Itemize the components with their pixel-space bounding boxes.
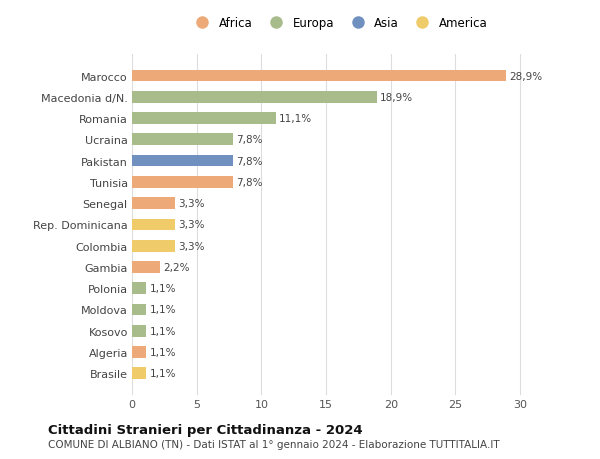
Text: 7,8%: 7,8% xyxy=(236,178,263,187)
Bar xyxy=(132,368,146,379)
Bar xyxy=(132,283,146,294)
Text: 28,9%: 28,9% xyxy=(509,71,542,81)
Text: 1,1%: 1,1% xyxy=(149,369,176,379)
Bar xyxy=(132,304,146,316)
Bar xyxy=(132,134,233,146)
Text: 3,3%: 3,3% xyxy=(178,199,205,209)
Bar xyxy=(132,177,233,188)
Text: 11,1%: 11,1% xyxy=(279,114,312,124)
Text: COMUNE DI ALBIANO (TN) - Dati ISTAT al 1° gennaio 2024 - Elaborazione TUTTITALIA: COMUNE DI ALBIANO (TN) - Dati ISTAT al 1… xyxy=(48,440,500,449)
Bar xyxy=(132,219,175,231)
Text: 7,8%: 7,8% xyxy=(236,156,263,166)
Bar xyxy=(132,71,506,82)
Bar xyxy=(132,198,175,209)
Text: 7,8%: 7,8% xyxy=(236,135,263,145)
Text: 18,9%: 18,9% xyxy=(380,93,413,102)
Bar xyxy=(132,92,377,103)
Text: Cittadini Stranieri per Cittadinanza - 2024: Cittadini Stranieri per Cittadinanza - 2… xyxy=(48,423,362,436)
Bar xyxy=(132,156,233,167)
Legend: Africa, Europa, Asia, America: Africa, Europa, Asia, America xyxy=(187,13,491,34)
Bar xyxy=(132,113,275,125)
Text: 3,3%: 3,3% xyxy=(178,241,205,251)
Text: 1,1%: 1,1% xyxy=(149,305,176,315)
Bar xyxy=(132,325,146,337)
Text: 1,1%: 1,1% xyxy=(149,284,176,294)
Text: 1,1%: 1,1% xyxy=(149,347,176,357)
Text: 3,3%: 3,3% xyxy=(178,220,205,230)
Text: 2,2%: 2,2% xyxy=(164,263,190,272)
Bar xyxy=(132,241,175,252)
Bar xyxy=(132,347,146,358)
Bar xyxy=(132,262,160,273)
Text: 1,1%: 1,1% xyxy=(149,326,176,336)
